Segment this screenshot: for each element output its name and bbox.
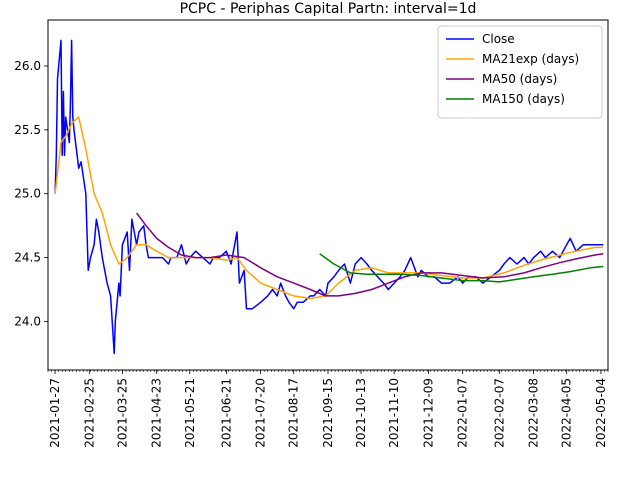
y-axis: 24.0 24.5 25.0 25.5 26.0: [14, 59, 48, 328]
series-line-ma150-days: [319, 253, 604, 283]
x-tick-label: 2021-01-27: [48, 378, 62, 448]
series-line-ma50-days: [135, 212, 604, 297]
x-tick-label: 2021-03-25: [115, 378, 129, 448]
x-tick-label: 2021-10-13: [354, 378, 368, 448]
y-tick-label: 24.0: [14, 314, 41, 328]
y-tick-label: 25.5: [14, 123, 41, 137]
y-tick-label: 24.5: [14, 251, 41, 265]
x-tick-label: 2021-11-10: [387, 378, 401, 448]
legend: Close MA21exp (days) MA50 (days) MA150 (day…: [437, 25, 603, 119]
series-line-ma21exp-days: [54, 116, 604, 300]
series-line-close: [54, 39, 604, 355]
x-tick-label: 2021-08-17: [287, 378, 301, 448]
x-tick-label: 2022-04-05: [560, 378, 574, 448]
y-tick-label: 26.0: [14, 59, 41, 73]
x-tick-label: 2021-12-09: [421, 378, 435, 448]
y-tick-label: 25.0: [14, 187, 41, 201]
series-layer: [54, 39, 604, 355]
x-tick-label: 2022-02-07: [492, 378, 506, 448]
legend-label: MA21exp (days): [482, 52, 579, 66]
x-tick-label: 2022-05-04: [594, 378, 608, 448]
x-tick-label: 2021-05-21: [183, 378, 197, 448]
x-tick-label: 2021-06-21: [219, 378, 233, 448]
x-tick-label: 2022-03-08: [527, 378, 541, 448]
legend-label: MA150 (days): [482, 92, 565, 106]
x-tick-label: 2021-02-25: [82, 378, 96, 448]
x-tick-label: 2021-04-23: [150, 378, 164, 448]
x-tick-label: 2021-07-20: [254, 378, 268, 448]
chart-title: PCPC - Periphas Capital Partn: interval=…: [180, 1, 477, 17]
x-tick-label: 2022-01-07: [456, 378, 470, 448]
x-axis: 2021-01-27 2021-02-25 2021-03-25 2021-04-23…: [48, 370, 608, 448]
legend-label: Close: [482, 32, 515, 46]
x-tick-label: 2021-09-15: [321, 378, 335, 448]
legend-box: [437, 25, 603, 119]
legend-label: MA50 (days): [482, 72, 557, 86]
